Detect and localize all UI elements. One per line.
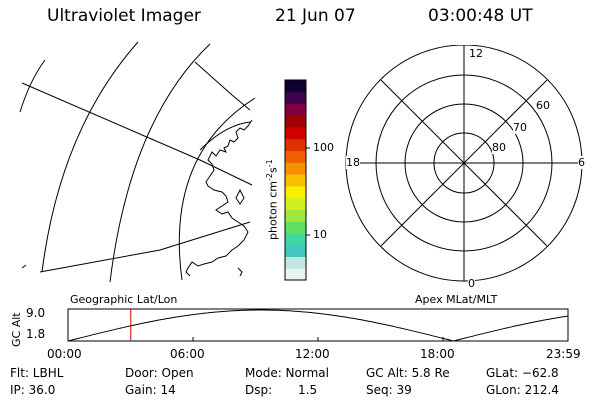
glon-readout: GLon: 212.4 — [486, 383, 559, 397]
mlt-label-12: 12 — [469, 47, 483, 60]
dsp-readout-value: 1.5 — [298, 383, 318, 397]
altitude-ytick-max: 9.0 — [26, 306, 46, 320]
colorbar-stripe — [285, 209, 306, 222]
colorbar-stripe — [285, 162, 306, 175]
colorbar-stripe — [285, 256, 306, 269]
colorbar-unit-label: photon cm-2s-1 — [265, 159, 280, 240]
time-label: 03:00:48 UT — [428, 6, 533, 26]
altitude-curve — [67, 309, 569, 342]
xtick-06-00: 06:00 — [170, 347, 205, 361]
colorbar-stripe — [285, 127, 306, 140]
colorbar-stripe — [285, 244, 306, 257]
colorbar-stripe — [285, 115, 306, 128]
colorbar-stripe — [285, 232, 306, 246]
filter-readout: Flt: LBHL — [10, 366, 64, 380]
coastline-tick — [21, 264, 27, 269]
colorbar-stripe — [285, 103, 306, 116]
colorbar-stripe — [285, 174, 306, 187]
date-label: 21 Jun 07 — [275, 6, 356, 26]
map-arc-5 — [199, 121, 251, 151]
mlt-label-18: 18 — [346, 156, 360, 169]
colorbar-stripe — [285, 221, 306, 234]
colorbar-stripe — [285, 80, 306, 93]
instrument-title: Ultraviolet Imager — [47, 6, 201, 26]
gc-alt-readout: GC Alt: 5.8 Re — [366, 366, 450, 380]
altitude-ytick-min: 1.8 — [26, 327, 46, 341]
altitude-xticks — [67, 337, 569, 341]
lat-label-70: 70 — [513, 121, 527, 134]
polar-diagonal-2 — [380, 79, 548, 247]
lat-label-60: 60 — [536, 99, 550, 112]
colorbar-stripe — [285, 197, 306, 210]
colorbar-stripe — [285, 185, 306, 199]
colorbar-stripe — [285, 268, 306, 281]
glat-readout: GLat: −62.8 — [486, 366, 559, 380]
colorbar-tick-label-100: 100 — [313, 141, 334, 154]
door-readout: Door: Open — [125, 366, 194, 380]
map-meridian-1 — [21, 82, 253, 186]
xtick-00-00: 00:00 — [47, 347, 82, 361]
colorbar-stripes — [285, 80, 306, 281]
apex-caption: Apex MLat/MLT — [415, 293, 498, 306]
altitude-ylabel: GC Alt — [10, 312, 23, 347]
colorbar-stripe — [285, 91, 306, 105]
map-meridian-2 — [39, 221, 251, 273]
mode-readout: Mode: Normal — [245, 366, 329, 380]
mlt-label-0: 0 — [468, 277, 475, 290]
colorbar-tick-label-10: 10 — [313, 228, 327, 241]
altitude-plot — [67, 308, 569, 342]
coastline-island — [235, 188, 245, 205]
colorbar-stripe — [285, 150, 306, 163]
map-arc-2 — [41, 41, 139, 273]
xtick-12-00: 12:00 — [295, 347, 330, 361]
map-arc-1 — [19, 59, 46, 113]
colorbar — [284, 79, 310, 281]
dsp-readout-label: Dsp: — [245, 383, 273, 397]
gain-readout: Gain: 14 — [125, 383, 176, 397]
lat-label-80: 80 — [492, 141, 506, 154]
colorbar-frame — [284, 79, 307, 281]
ip-readout: IP: 36.0 — [10, 383, 56, 397]
seq-readout: Seq: 39 — [366, 383, 412, 397]
coastline-fragment — [237, 267, 243, 277]
mlt-label-6: 6 — [578, 156, 585, 169]
coastline — [185, 119, 253, 277]
xtick-23-59: 23:59 — [546, 347, 581, 361]
geographic-caption: Geographic Lat/Lon — [70, 293, 178, 306]
colorbar-stripe — [285, 138, 306, 152]
map-arc-3 — [109, 43, 211, 283]
xtick-18-00: 18:00 — [420, 347, 455, 361]
map-arc-4 — [178, 97, 256, 281]
map-meridian-3 — [194, 61, 251, 111]
polar-plot — [345, 45, 583, 282]
